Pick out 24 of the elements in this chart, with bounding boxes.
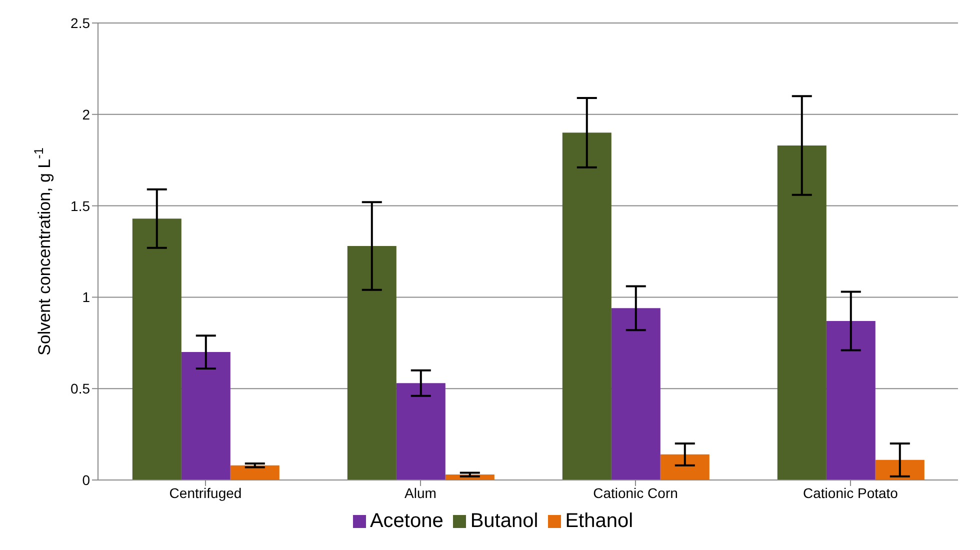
y-tick-label: 1.5 <box>70 198 90 214</box>
bar <box>396 383 446 480</box>
y-tick-label: 2.5 <box>70 14 90 31</box>
bar <box>777 145 826 480</box>
legend-label: Ethanol <box>565 510 634 532</box>
bar <box>347 246 396 480</box>
bar <box>660 454 710 480</box>
bar <box>132 218 182 480</box>
bar <box>611 308 660 480</box>
y-tick-label: 0 <box>82 472 90 488</box>
bar <box>230 465 280 480</box>
legend-label: Butanol <box>470 510 538 532</box>
bar <box>562 132 612 480</box>
y-tick-label: 2 <box>82 106 90 122</box>
y-tick-label: 0.5 <box>70 380 90 397</box>
x-tick-label: Alum <box>404 484 436 501</box>
bar <box>875 460 924 480</box>
x-tick-label: Centrifuged <box>169 484 242 501</box>
x-tick-label: Cationic Corn <box>593 484 678 501</box>
bar <box>181 352 230 480</box>
y-tick-label: 1 <box>82 289 90 306</box>
x-tick-label: Cationic Potato <box>803 484 898 501</box>
bar <box>826 320 876 480</box>
legend-label: Acetone <box>370 510 444 532</box>
